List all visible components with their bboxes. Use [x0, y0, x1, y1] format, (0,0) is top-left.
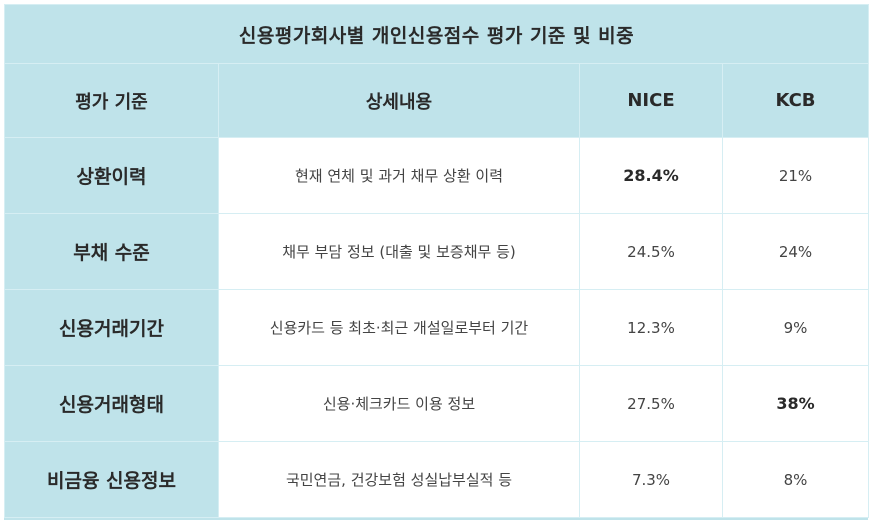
- row-nice-value: 7.3%: [579, 441, 723, 518]
- row-nice-value: 24.5%: [579, 213, 723, 290]
- row-criterion: 비금융 신용정보: [4, 441, 219, 518]
- row-criterion: 부채 수준: [4, 213, 219, 290]
- row-detail: 채무 부담 정보 (대출 및 보증채무 등): [218, 213, 580, 290]
- row-detail: 현재 연체 및 과거 채무 상환 이력: [218, 137, 580, 214]
- row-kcb-value: 9%: [722, 289, 869, 366]
- row-nice-value: 28.4%: [579, 137, 723, 214]
- header-kcb: KCB: [722, 63, 869, 138]
- row-detail: 국민연금, 건강보험 성실납부실적 등: [218, 441, 580, 518]
- row-kcb-value: 38%: [722, 365, 869, 442]
- header-nice: NICE: [579, 63, 723, 138]
- row-kcb-value: 8%: [722, 441, 869, 518]
- header-row: 평가 기준 상세내용 NICE KCB: [4, 63, 869, 138]
- header-criterion: 평가 기준: [4, 63, 219, 138]
- row-criterion: 상환이력: [4, 137, 219, 214]
- header-detail: 상세내용: [218, 63, 580, 138]
- table-title: 신용평가회사별 개인신용점수 평가 기준 및 비중: [4, 4, 869, 64]
- table-row: 신용거래형태 신용·체크카드 이용 정보 27.5% 38%: [4, 365, 869, 442]
- table-row: 상환이력 현재 연체 및 과거 채무 상환 이력 28.4% 21%: [4, 137, 869, 214]
- table-row: 부채 수준 채무 부담 정보 (대출 및 보증채무 등) 24.5% 24%: [4, 213, 869, 290]
- row-detail: 신용카드 등 최초·최근 개설일로부터 기간: [218, 289, 580, 366]
- row-criterion: 신용거래형태: [4, 365, 219, 442]
- table-row: 비금융 신용정보 국민연금, 건강보험 성실납부실적 등 7.3% 8%: [4, 441, 869, 518]
- row-nice-value: 27.5%: [579, 365, 723, 442]
- title-row: 신용평가회사별 개인신용점수 평가 기준 및 비중: [4, 4, 869, 64]
- row-kcb-value: 21%: [722, 137, 869, 214]
- row-detail: 신용·체크카드 이용 정보: [218, 365, 580, 442]
- row-nice-value: 12.3%: [579, 289, 723, 366]
- row-criterion: 신용거래기간: [4, 289, 219, 366]
- table-row: 신용거래기간 신용카드 등 최초·최근 개설일로부터 기간 12.3% 9%: [4, 289, 869, 366]
- row-kcb-value: 24%: [722, 213, 869, 290]
- credit-score-criteria-table: 신용평가회사별 개인신용점수 평가 기준 및 비중 평가 기준 상세내용 NIC…: [4, 4, 869, 518]
